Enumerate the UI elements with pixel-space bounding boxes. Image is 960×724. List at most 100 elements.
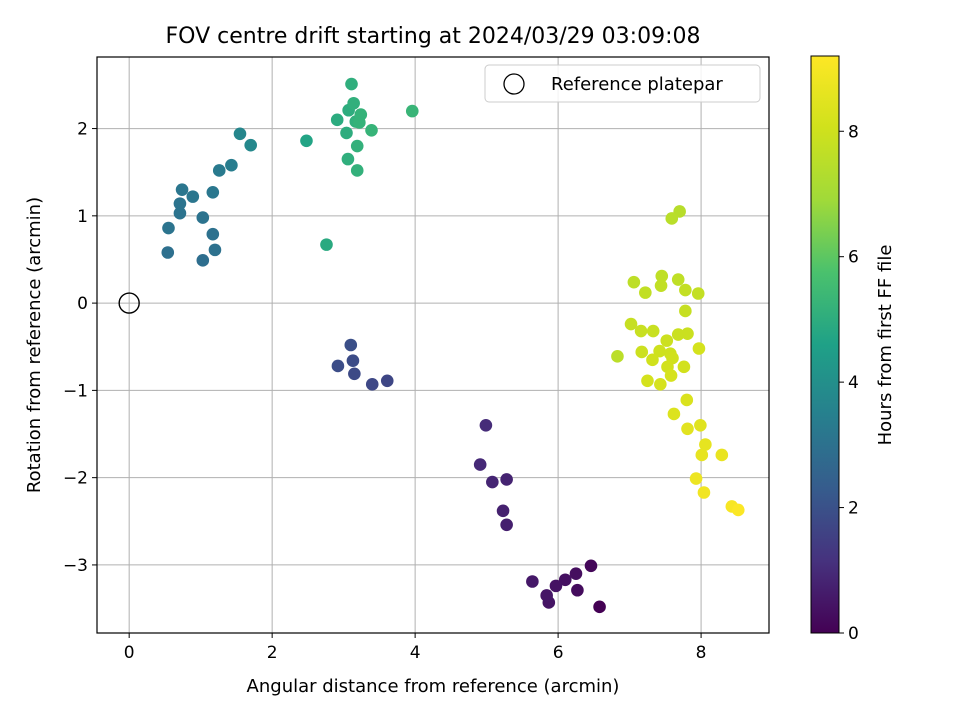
data-point <box>175 183 189 196</box>
data-point <box>345 77 358 91</box>
data-point <box>350 164 364 177</box>
y-tick-label: 1 <box>77 207 88 227</box>
data-point <box>206 227 220 241</box>
data-point <box>526 575 539 588</box>
data-point <box>347 96 360 110</box>
x-tick-label: 0 <box>124 643 135 663</box>
data-point <box>671 328 685 341</box>
data-point <box>330 113 344 127</box>
data-point <box>699 438 712 451</box>
data-point <box>244 138 258 152</box>
data-points <box>161 77 745 614</box>
colorbar-label: Hours from first FF file <box>875 245 896 446</box>
colorbar-tick-label: 6 <box>848 248 859 268</box>
data-point <box>346 354 360 368</box>
data-point <box>679 283 692 297</box>
data-point <box>731 503 745 517</box>
data-point <box>196 254 210 267</box>
data-point <box>196 211 210 224</box>
data-point <box>173 206 187 220</box>
data-point <box>681 422 694 436</box>
data-point <box>680 393 694 407</box>
colorbar: 0 2 4 6 8 Hours from first FF file <box>810 55 896 644</box>
data-point <box>665 212 679 225</box>
data-point <box>681 327 694 340</box>
data-point <box>584 559 598 573</box>
data-point <box>689 472 703 485</box>
data-point <box>654 377 667 391</box>
data-point <box>500 518 513 532</box>
data-point <box>660 334 674 347</box>
x-tick-label: 8 <box>696 643 707 663</box>
colorbar-ticks: 0 2 4 6 8 <box>839 122 859 644</box>
data-point <box>691 287 705 300</box>
data-point <box>354 108 368 121</box>
data-point <box>635 345 649 359</box>
y-tick-label: 2 <box>77 120 88 140</box>
colorbar-tick-label: 4 <box>848 373 859 393</box>
data-point <box>212 164 226 177</box>
data-point <box>697 486 711 499</box>
data-point <box>655 269 669 283</box>
data-point <box>186 190 200 203</box>
data-point <box>569 567 583 580</box>
data-point <box>692 342 706 355</box>
data-point <box>558 573 572 587</box>
reference-marker <box>118 292 140 314</box>
legend-marker-icon <box>503 73 525 95</box>
data-point <box>348 367 361 381</box>
y-tick-label: 0 <box>77 294 88 314</box>
x-tick-label: 6 <box>553 643 564 663</box>
data-point <box>654 279 668 292</box>
data-point <box>233 127 247 141</box>
data-point <box>173 197 187 210</box>
colorbar-gradient <box>810 55 840 634</box>
data-point <box>627 275 641 289</box>
data-point <box>571 583 584 597</box>
data-point <box>344 338 358 352</box>
data-point <box>161 246 175 259</box>
data-point <box>540 589 553 602</box>
data-point <box>593 600 606 614</box>
data-point <box>486 475 499 489</box>
data-point <box>677 360 691 374</box>
y-tick-label: −2 <box>63 469 88 489</box>
x-axis-ticks: 0 2 4 6 8 <box>124 633 707 663</box>
data-point <box>365 377 379 391</box>
data-point <box>653 344 666 358</box>
data-point <box>646 353 659 367</box>
data-point <box>350 139 364 153</box>
data-point <box>340 126 353 140</box>
legend-box <box>484 64 761 103</box>
data-point <box>479 418 493 432</box>
data-point <box>300 134 313 148</box>
data-point <box>634 324 648 338</box>
data-point <box>320 238 333 251</box>
data-point <box>225 158 238 172</box>
data-point <box>500 473 513 486</box>
x-axis-label: Angular distance from reference (arcmin) <box>247 676 620 697</box>
data-point <box>639 286 652 299</box>
colorbar-tick-label: 8 <box>848 122 859 142</box>
data-point <box>667 407 681 421</box>
data-point <box>695 448 709 462</box>
data-point <box>715 448 729 462</box>
data-point <box>405 104 419 118</box>
colorbar-tick-label: 0 <box>848 624 859 644</box>
x-tick-label: 4 <box>410 643 421 663</box>
data-point <box>624 317 638 331</box>
y-tick-label: −1 <box>63 381 88 401</box>
data-point <box>341 152 355 166</box>
plot-frame <box>96 56 770 634</box>
data-point <box>331 359 345 373</box>
y-tick-label: −3 <box>63 556 88 576</box>
legend: Reference platepar <box>484 64 761 103</box>
y-axis-label: Rotation from reference (arcmin) <box>24 197 45 493</box>
data-point <box>641 374 654 388</box>
data-point <box>611 350 624 363</box>
data-point <box>208 243 222 257</box>
data-point <box>365 124 378 137</box>
x-tick-label: 2 <box>267 643 278 663</box>
data-point <box>380 374 394 388</box>
